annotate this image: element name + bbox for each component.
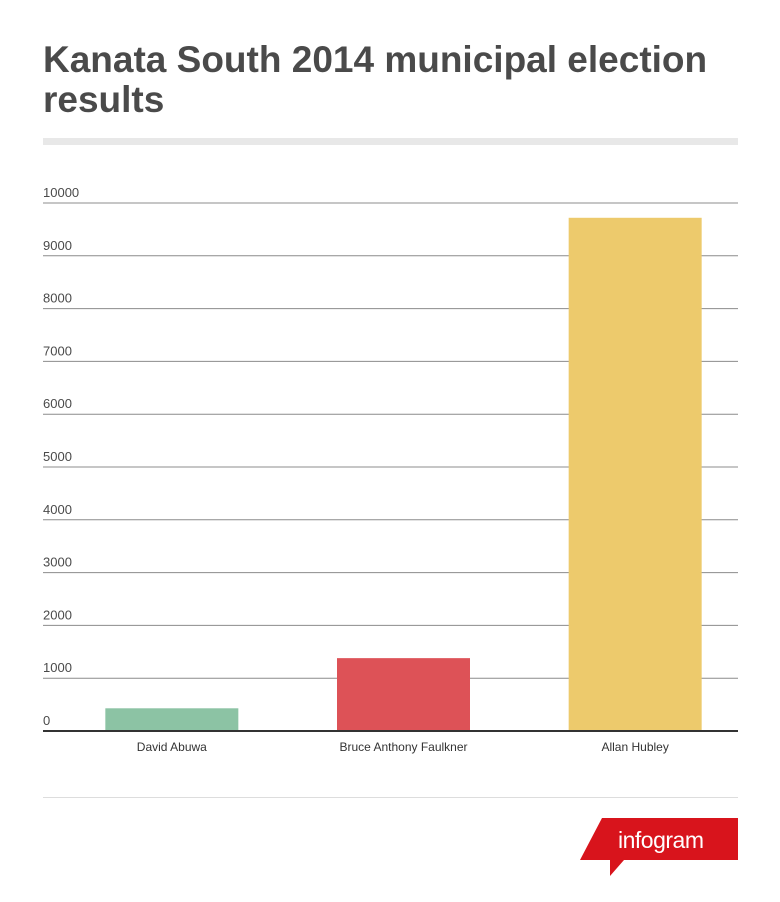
bar[interactable]: [568, 217, 702, 731]
infogram-logo-text[interactable]: infogram: [618, 827, 704, 853]
y-tick-label: 1000: [43, 660, 72, 675]
y-tick-label: 6000: [43, 396, 72, 411]
y-tick-label: 8000: [43, 291, 72, 306]
chart-title: Kanata South 2014 municipal election res…: [43, 39, 708, 120]
y-tick-label: 3000: [43, 555, 72, 570]
y-tick-label: 4000: [43, 502, 72, 517]
footer-divider: [43, 797, 738, 798]
y-tick-label: 2000: [43, 607, 72, 622]
y-tick-label: 5000: [43, 449, 72, 464]
y-tick-label: 7000: [43, 343, 72, 358]
bar[interactable]: [105, 708, 239, 731]
x-category-label: David Abuwa: [137, 740, 207, 754]
infogram-logo-icon[interactable]: [580, 818, 738, 878]
x-category-label: Bruce Anthony Faulkner: [339, 740, 467, 754]
x-category-label: Allan Hubley: [601, 740, 668, 754]
y-tick-label: 10000: [43, 185, 79, 200]
bars: [105, 217, 702, 731]
y-axis-tick-labels: 0 1000 2000 3000 4000 5000 6000 7000 8000 9000 100…: [43, 185, 79, 728]
bar[interactable]: [337, 658, 470, 731]
y-tick-label: 9000: [43, 238, 72, 253]
x-axis-category-labels: David Abuwa Bruce Anthony Faulkner Allan H…: [137, 740, 669, 754]
bar-chart: 0 1000 2000 3000 4000 5000 6000 7000 8000 9000 100…: [43, 185, 738, 754]
y-tick-label: 0: [43, 713, 50, 728]
title-divider: [43, 138, 738, 145]
